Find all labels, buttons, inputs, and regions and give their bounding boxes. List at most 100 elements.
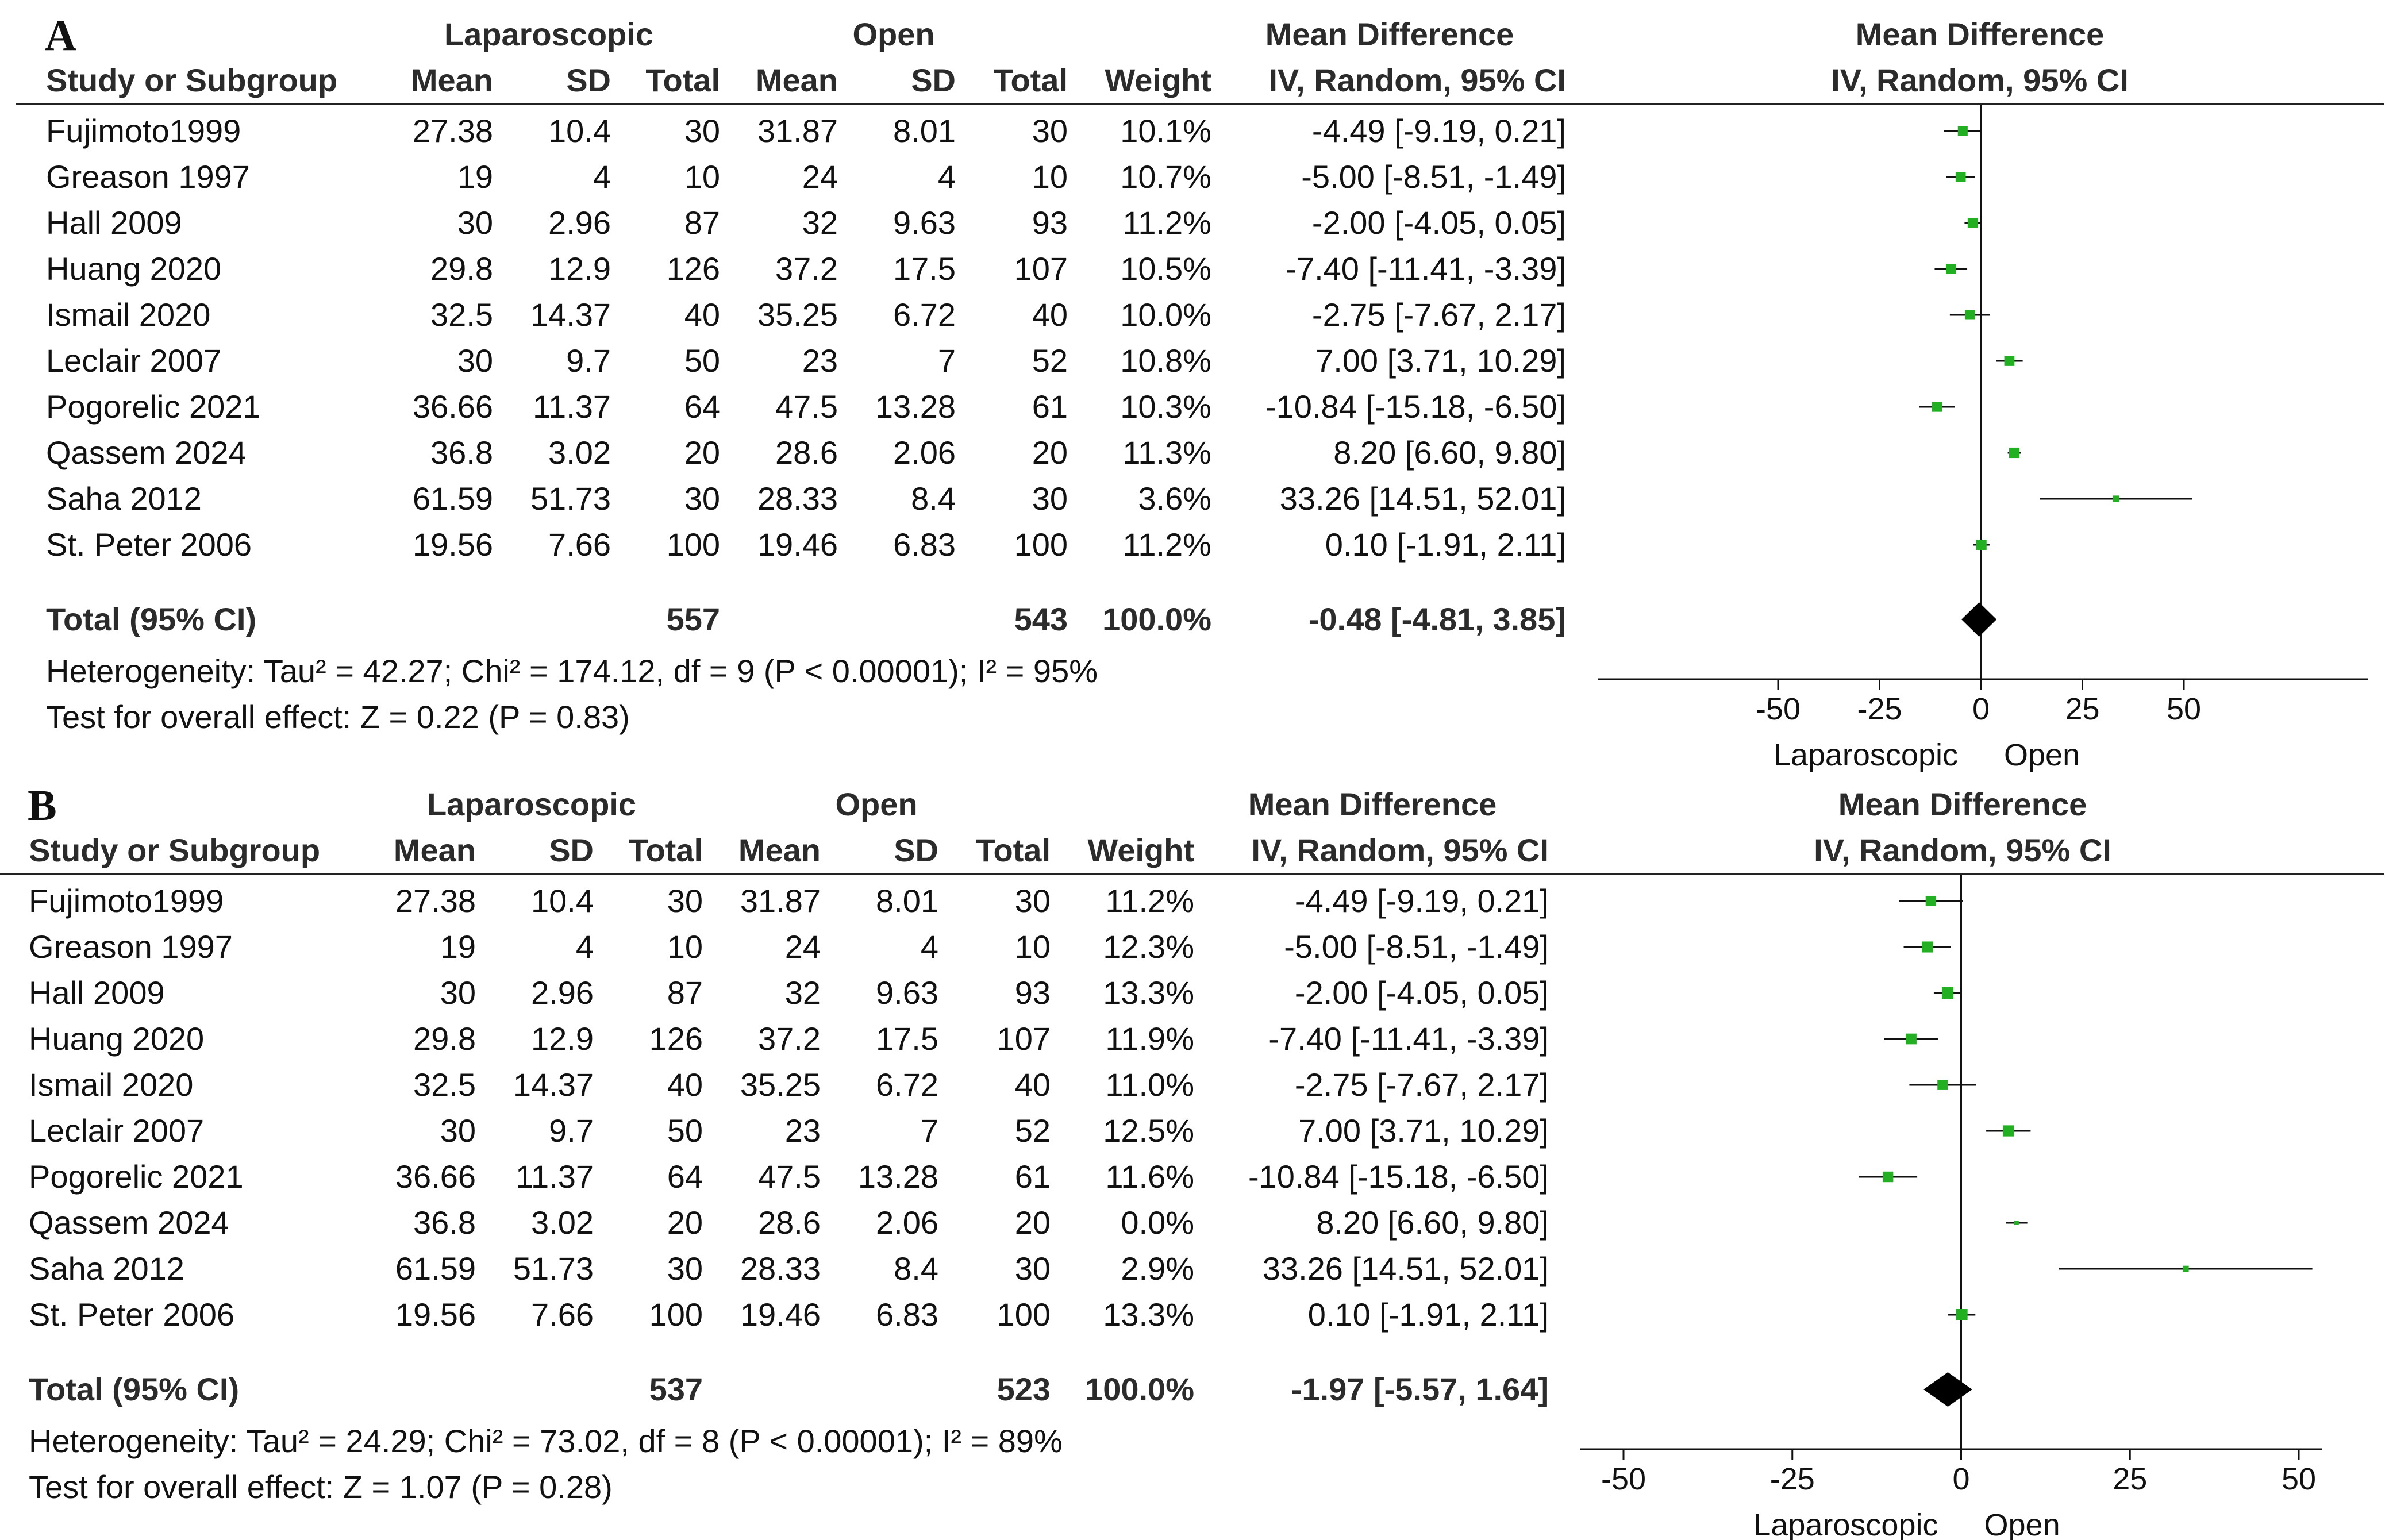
study-marker-group [2007, 447, 2021, 459]
exp-sd-cell: 3.02 [531, 1204, 594, 1241]
ctl-total-cell: 100 [1014, 526, 1068, 563]
study-name: Saha 2012 [29, 1250, 184, 1287]
ctl-mean-cell: 23 [802, 342, 838, 379]
ci-cell: 0.10 [-1.91, 2.11] [1307, 1296, 1549, 1333]
ci-cell: 33.26 [14.51, 52.01] [1262, 1250, 1549, 1287]
weight-header: Weight [1087, 832, 1194, 868]
effect-point [1922, 941, 1933, 953]
ci-cell: 33.26 [14.51, 52.01] [1279, 480, 1566, 517]
study-name: Ismail 2020 [29, 1067, 194, 1103]
ctl-sd-cell: 2.06 [893, 434, 956, 471]
exp-mean-cell: 30 [457, 342, 493, 379]
ctl-sd-header: SD [894, 832, 938, 868]
ctl-sd-cell: 6.72 [893, 297, 956, 333]
ctl-mean-cell: 31.87 [757, 113, 838, 149]
exp-mean-cell: 19.56 [412, 526, 493, 563]
exp-total-cell: 50 [684, 342, 720, 379]
ctl-total-cell: 93 [1032, 205, 1068, 241]
exp-total-cell: 10 [667, 929, 703, 965]
study-name: Huang 2020 [46, 251, 222, 287]
ctl-sd-cell: 8.4 [911, 480, 956, 517]
exp-total-cell: 20 [667, 1204, 703, 1241]
ctl-sd-cell: 9.63 [876, 975, 938, 1011]
ctl-sd-cell: 7 [920, 1112, 938, 1149]
exp-total-cell: 30 [684, 480, 720, 517]
ctl-total-cell: 30 [1014, 1250, 1051, 1287]
effect-point [2004, 356, 2015, 366]
ctl-sd-cell: 8.01 [876, 883, 938, 919]
weight-cell: 12.3% [1103, 929, 1194, 965]
exp-mean-cell: 19 [440, 929, 476, 965]
exp-sd-cell: 14.37 [530, 297, 611, 333]
study-name: Greason 1997 [46, 159, 250, 195]
header-rule [0, 873, 2384, 875]
exp-sd-cell: 3.02 [548, 434, 611, 471]
exp-sd-cell: 51.73 [513, 1250, 594, 1287]
exp-mean-cell: 30 [440, 975, 476, 1011]
overall-effect-note: Test for overall effect: Z = 0.22 (P = 0… [46, 699, 630, 735]
ci-cell: 7.00 [3.71, 10.29] [1315, 342, 1566, 379]
exp-mean-cell: 19 [457, 159, 493, 195]
effect-point [1925, 895, 1936, 907]
ctl-total-cell: 52 [1032, 342, 1068, 379]
ci-header: IV, Random, 95% CI [1251, 832, 1549, 868]
weight-cell: 10.8% [1120, 342, 1211, 379]
ctl-mean-cell: 28.6 [758, 1204, 821, 1241]
study-name: Ismail 2020 [46, 297, 211, 333]
ctl-total-cell: 93 [1014, 975, 1051, 1011]
effect-point [1906, 1033, 1917, 1045]
effect-point [1946, 264, 1956, 274]
ctl-total-cell: 30 [1032, 480, 1068, 517]
favours-left-label: Laparoscopic [1774, 738, 1958, 772]
effect-column-header: Mean Difference [1248, 786, 1497, 822]
ci-cell: -5.00 [-8.51, -1.49] [1301, 159, 1566, 195]
study-marker-group [2006, 1221, 2028, 1225]
ci-cell: -5.00 [-8.51, -1.49] [1284, 929, 1549, 965]
ctl-total-cell: 40 [1014, 1067, 1051, 1103]
ctl-total-cell: 100 [997, 1296, 1051, 1333]
study-name: Saha 2012 [46, 480, 202, 517]
study-name: Hall 2009 [29, 975, 165, 1011]
effect-point [1957, 126, 1968, 136]
study-marker-group [1946, 172, 1975, 182]
x-tick-label: 0 [1952, 1462, 1969, 1496]
exp-sd-cell: 7.66 [531, 1296, 594, 1333]
effect-point [1956, 1309, 1968, 1320]
exp-sd-cell: 9.7 [549, 1112, 594, 1149]
exp-sd-cell: 10.4 [531, 883, 594, 919]
weight-cell: 10.5% [1120, 251, 1211, 287]
ci-cell: 0.10 [-1.91, 2.11] [1325, 526, 1566, 563]
x-tick-label: 50 [2167, 692, 2201, 726]
weight-cell: 0.0% [1121, 1204, 1194, 1241]
study-name: Hall 2009 [46, 205, 182, 241]
study-name: St. Peter 2006 [46, 526, 252, 563]
ci-cell: -2.00 [-4.05, 0.05] [1294, 975, 1549, 1011]
ctl-total-cell: 61 [1032, 388, 1068, 425]
heterogeneity-note: Heterogeneity: Tau² = 24.29; Chi² = 73.0… [29, 1423, 1063, 1459]
exp-sd-cell: 51.73 [530, 480, 611, 517]
weight-cell: 10.1% [1120, 113, 1211, 149]
weight-header: Weight [1105, 62, 1211, 98]
effect-point [1976, 539, 1987, 550]
plot-ci-header: IV, Random, 95% CI [1831, 62, 2129, 98]
ctl-sd-cell: 6.83 [893, 526, 956, 563]
exp-total-header: Total [645, 62, 720, 98]
exp-sd-cell: 7.66 [548, 526, 611, 563]
ctl-total-cell: 61 [1014, 1158, 1051, 1195]
pooled-effect-diamond [1923, 1372, 1972, 1407]
exp-mean-cell: 61.59 [412, 480, 493, 517]
total-exp-count: 537 [649, 1371, 703, 1407]
exp-total-cell: 30 [667, 883, 703, 919]
effect-point [2183, 1265, 2189, 1272]
ctl-sd-header: SD [911, 62, 956, 98]
ctl-total-cell: 10 [1014, 929, 1051, 965]
ctl-total-cell: 40 [1032, 297, 1068, 333]
ctl-sd-cell: 9.63 [893, 205, 956, 241]
ctl-sd-cell: 4 [937, 159, 956, 195]
study-name: Pogorelic 2021 [29, 1158, 244, 1195]
x-tick-label: -25 [1857, 692, 1902, 726]
study-marker-group [1949, 310, 1990, 320]
exp-mean-cell: 36.8 [413, 1204, 476, 1241]
ctl-total-cell: 20 [1014, 1204, 1051, 1241]
